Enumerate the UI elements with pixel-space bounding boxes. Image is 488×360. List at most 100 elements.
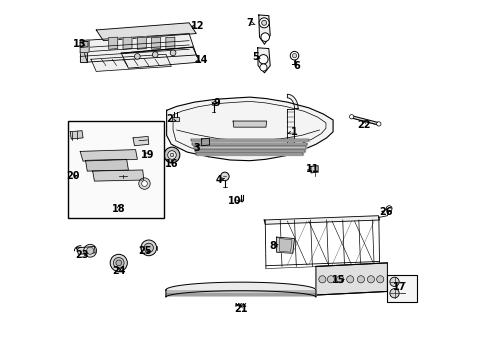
Polygon shape [108,37,118,49]
Circle shape [144,243,153,252]
Text: 25: 25 [138,247,152,256]
Circle shape [141,240,156,256]
Polygon shape [279,239,291,252]
Polygon shape [165,282,315,297]
Circle shape [326,276,334,283]
Circle shape [152,52,158,58]
Circle shape [376,276,383,283]
Circle shape [349,114,353,119]
Circle shape [346,276,353,283]
Polygon shape [80,41,88,48]
Circle shape [170,50,176,56]
Polygon shape [133,136,148,146]
Polygon shape [350,116,379,125]
Circle shape [389,277,398,287]
Text: 19: 19 [140,150,154,160]
Text: MKX: MKX [234,303,246,308]
Bar [386,275,417,302]
Text: 14: 14 [195,55,208,65]
Circle shape [83,244,97,257]
Polygon shape [276,237,294,253]
Text: 5: 5 [251,52,258,62]
Text: 11: 11 [305,164,319,174]
Text: 26: 26 [378,207,391,217]
Polygon shape [171,117,179,121]
Polygon shape [195,150,304,152]
Text: 24: 24 [112,266,125,276]
Text: 9: 9 [213,98,220,108]
Polygon shape [192,143,307,145]
Text: 13: 13 [73,39,86,49]
Circle shape [261,20,266,25]
Polygon shape [233,121,266,127]
Text: 7: 7 [246,18,253,28]
Polygon shape [96,23,196,41]
Circle shape [318,276,325,283]
Circle shape [366,276,374,283]
Polygon shape [77,247,95,254]
Polygon shape [286,109,293,152]
Polygon shape [80,33,196,62]
Polygon shape [70,131,83,139]
Text: 10: 10 [227,197,241,206]
Text: 8: 8 [269,241,276,251]
Polygon shape [201,138,209,146]
Polygon shape [287,94,298,109]
Circle shape [357,276,364,283]
Circle shape [258,55,267,64]
Circle shape [139,178,150,189]
Text: 22: 22 [357,120,370,130]
Text: 15: 15 [332,275,345,285]
Text: 17: 17 [392,282,406,292]
Polygon shape [93,170,143,181]
Circle shape [261,33,269,41]
Polygon shape [121,47,200,68]
Circle shape [134,54,140,59]
Circle shape [376,122,380,126]
Polygon shape [193,147,305,149]
Text: 16: 16 [165,159,179,169]
Circle shape [86,247,94,254]
Circle shape [290,51,298,60]
Circle shape [110,254,127,271]
Polygon shape [166,97,332,161]
Polygon shape [137,37,146,49]
Circle shape [386,206,391,211]
Text: 20: 20 [66,171,80,181]
Text: 6: 6 [292,61,299,71]
Circle shape [170,153,173,157]
Polygon shape [257,48,270,73]
Polygon shape [315,263,386,295]
Text: 4: 4 [216,175,223,185]
Polygon shape [264,216,379,224]
Polygon shape [165,37,175,49]
Bar [67,121,164,217]
Polygon shape [258,15,270,44]
Polygon shape [190,139,308,141]
Circle shape [336,276,343,283]
Circle shape [389,289,398,298]
Polygon shape [123,37,132,49]
Text: 18: 18 [112,203,125,213]
Polygon shape [80,150,137,161]
Text: 2: 2 [166,114,172,124]
Circle shape [113,257,124,268]
Polygon shape [151,37,160,49]
Text: 1: 1 [290,127,297,137]
Polygon shape [80,40,89,53]
Text: 3: 3 [192,143,199,153]
Circle shape [259,18,268,28]
Circle shape [292,54,296,58]
Text: 12: 12 [191,21,204,31]
Circle shape [259,64,266,71]
Circle shape [116,260,122,266]
Text: 23: 23 [76,250,89,260]
Polygon shape [85,159,128,171]
Polygon shape [91,54,171,71]
Text: 21: 21 [234,304,247,314]
Circle shape [220,172,229,181]
Circle shape [167,151,176,159]
Polygon shape [310,166,317,173]
Circle shape [142,181,147,186]
Circle shape [164,147,180,163]
